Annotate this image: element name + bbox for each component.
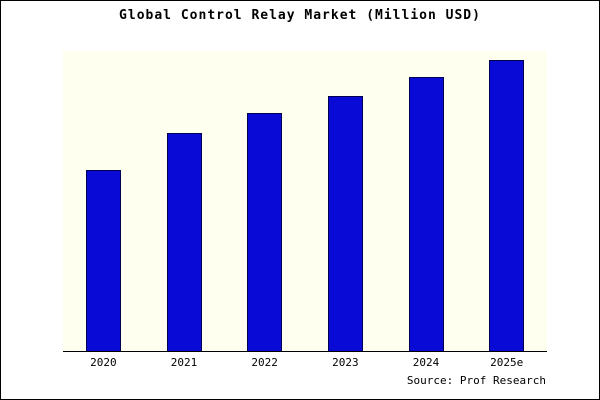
bar-column-2021 xyxy=(144,51,225,351)
x-tick-label-2020: 2020 xyxy=(90,356,117,369)
bar-column-2022 xyxy=(224,51,305,351)
x-tick-label-2022: 2022 xyxy=(251,356,278,369)
plot-area xyxy=(63,51,547,352)
x-tick-label-2024: 2024 xyxy=(412,356,440,369)
bar-column-2024 xyxy=(386,51,467,351)
bar-column-2023 xyxy=(305,51,386,351)
x-axis-labels: 2020 2021 2022 2023 2024 2025e xyxy=(63,356,547,369)
chart-title: Global Control Relay Market (Million USD… xyxy=(119,8,481,23)
bar-2024 xyxy=(408,77,444,351)
bar-2023 xyxy=(327,95,363,351)
bar-2021 xyxy=(166,132,202,351)
bar-column-2025e xyxy=(466,51,547,351)
bar-2022 xyxy=(247,113,283,351)
x-tick-label-2023: 2023 xyxy=(332,356,359,369)
bar-2020 xyxy=(85,169,121,351)
source-note: Source: Prof Research xyxy=(406,374,546,387)
x-tick-label-2025e: 2025e xyxy=(490,356,524,369)
bar-column-2020 xyxy=(63,51,144,351)
bar-2025e xyxy=(489,59,525,351)
x-tick-label-2021: 2021 xyxy=(170,356,198,369)
